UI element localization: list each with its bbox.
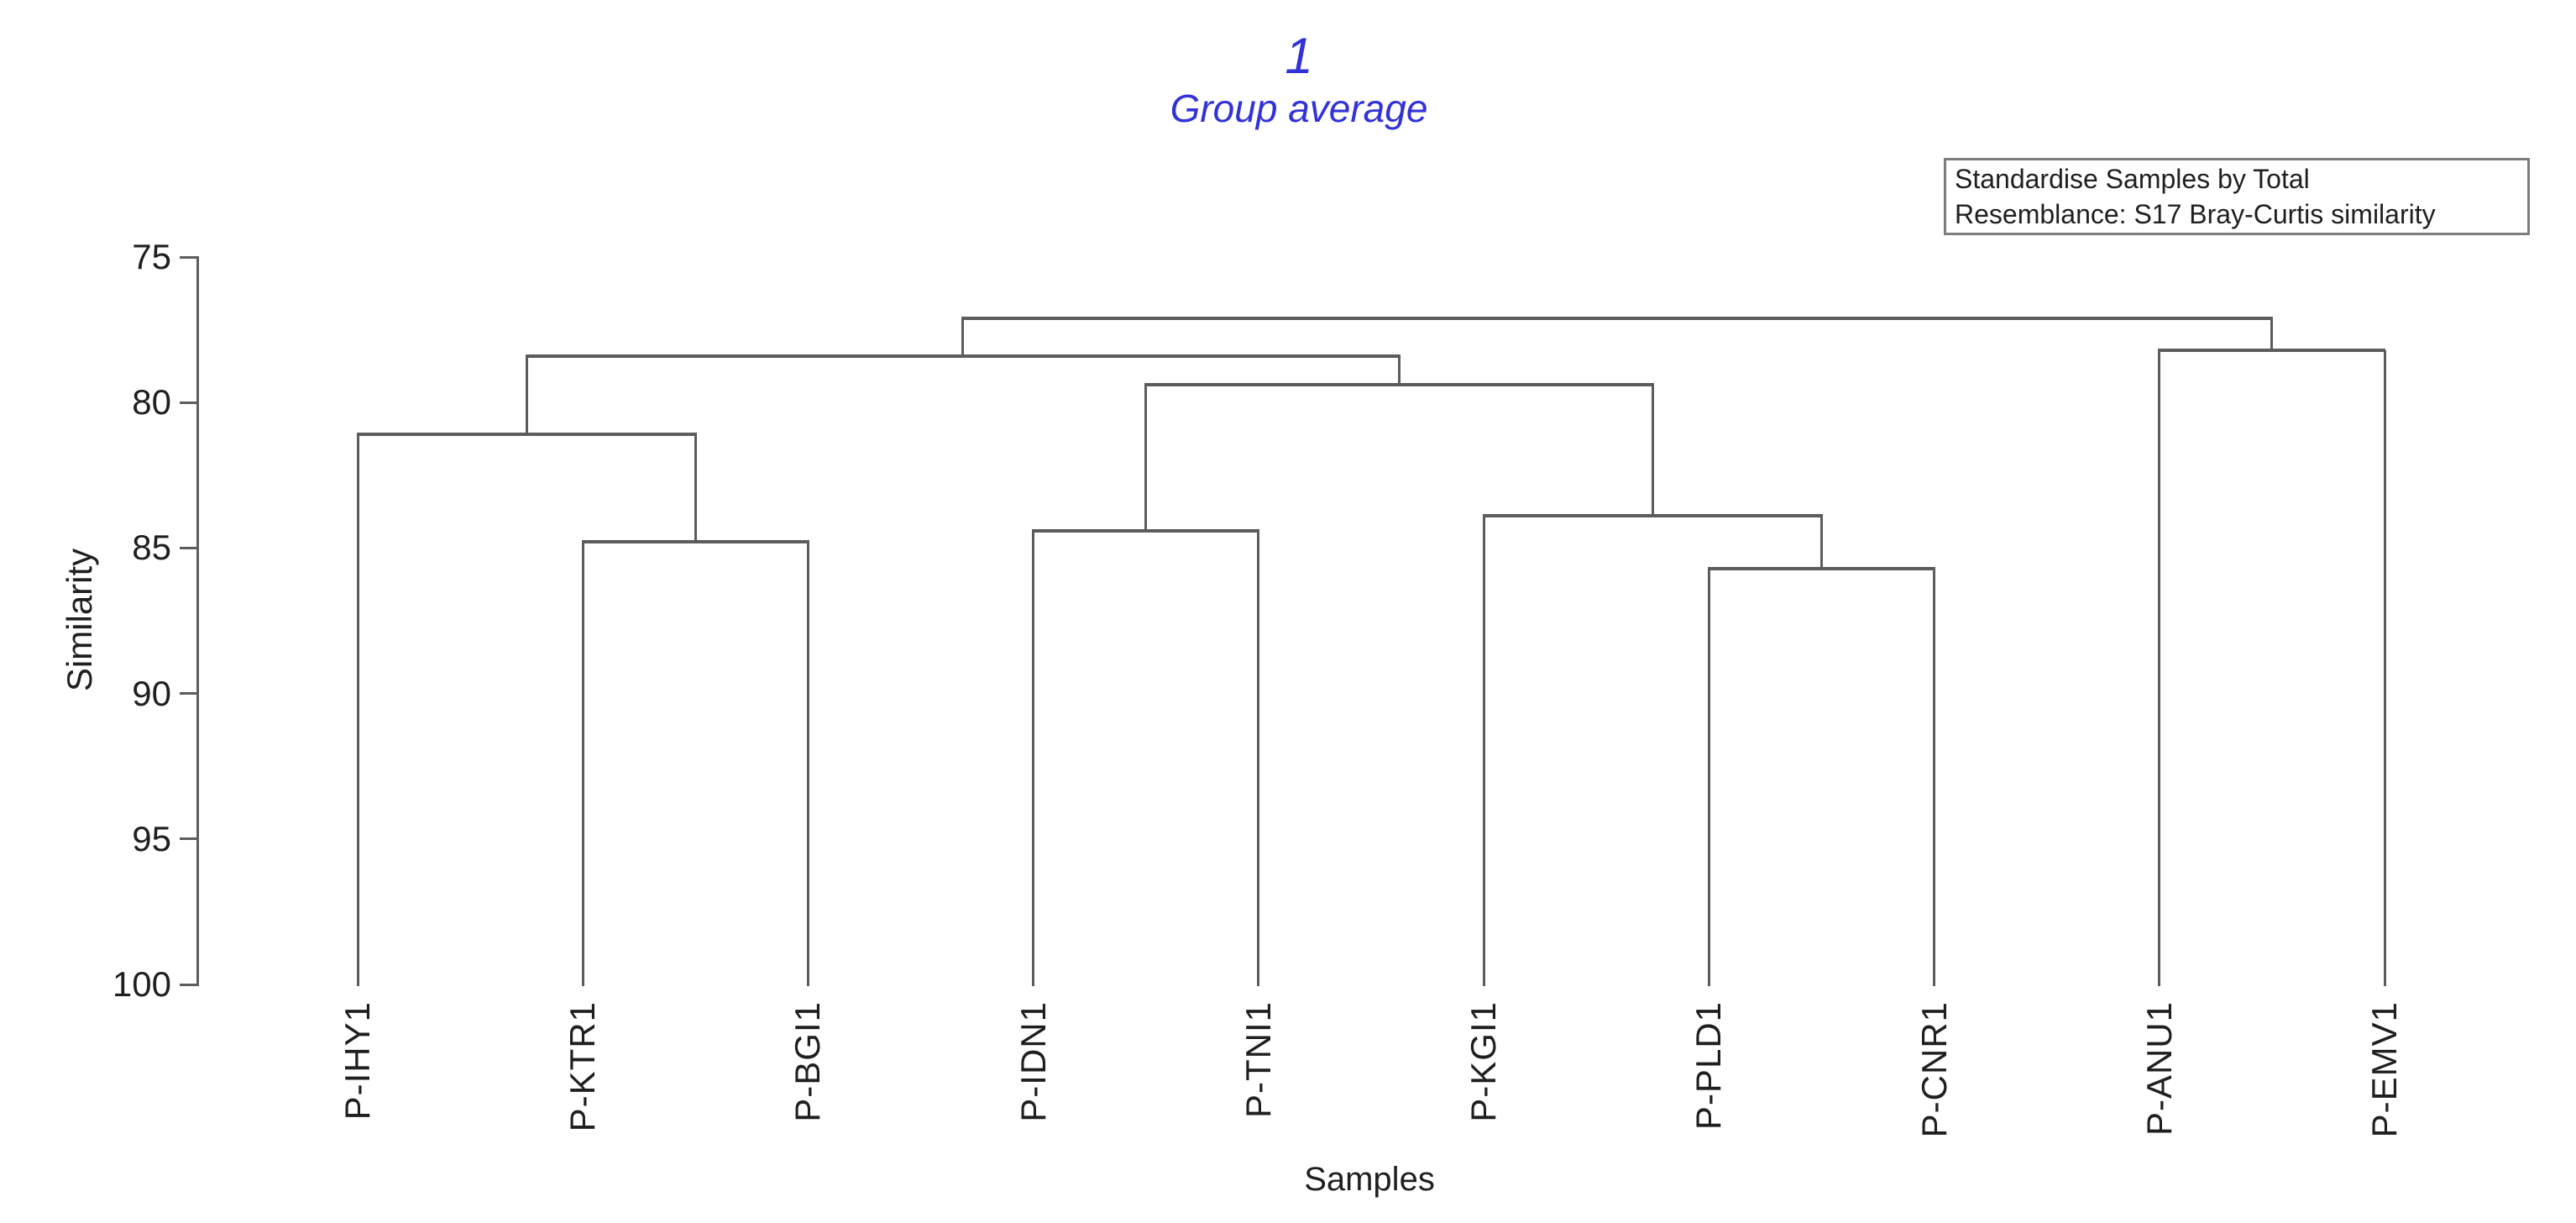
y-axis-tick [180, 983, 199, 986]
y-axis-tick [180, 401, 199, 404]
dendrogram-link-v [2158, 349, 2161, 986]
dendrogram-link-v [581, 542, 584, 986]
leaf-label: P-CNR1 [1914, 1001, 1954, 1138]
y-axis-tick-label: 90 [132, 673, 171, 713]
dendrogram-link-v [1398, 355, 1401, 387]
dendrogram-link-v [1933, 568, 1936, 986]
y-axis-tick [180, 692, 199, 695]
plot-title: 1 Group average [1170, 29, 1428, 133]
dendrogram-link-v [1144, 385, 1148, 533]
leaf-label: P-IHY1 [338, 1001, 377, 1121]
leaf-label: P-KTR1 [563, 1001, 603, 1132]
leaf-label: P-EMV1 [2364, 1001, 2404, 1138]
leaf-label: P-TNI1 [1238, 1001, 1278, 1119]
y-axis-tick [180, 837, 199, 841]
y-axis-tick-label: 75 [132, 237, 171, 276]
dendrogram-link-v [1651, 385, 1654, 518]
dendrogram-link-v [1707, 568, 1710, 986]
y-axis-tick-label: 85 [132, 528, 171, 568]
info-line-resemblance: Resemblance: S17 Bray-Curtis similarity [1955, 199, 2436, 229]
leaf-label: P-KGI1 [1463, 1001, 1504, 1122]
dendrogram-link-v [356, 434, 359, 986]
dendrogram-link-v [1819, 516, 1823, 570]
dendrogram-link-v [2270, 318, 2274, 352]
leaf-label: P-PLD1 [1689, 1001, 1729, 1131]
dendrogram-link-v [694, 434, 697, 544]
y-axis-tick [180, 546, 199, 549]
y-axis-tick [180, 255, 199, 259]
info-line-standardise: Standardise Samples by Total [1955, 164, 2310, 194]
leaf-label: P-IDN1 [1013, 1001, 1053, 1122]
y-axis-line [196, 257, 199, 985]
plot-title-number: 1 [1285, 28, 1313, 84]
plot-title-linkage: Group average [1170, 87, 1428, 130]
y-axis-tick-label: 80 [132, 382, 171, 423]
x-axis-title: Samples [1304, 1161, 1435, 1198]
dendrogram-link-v [525, 355, 528, 437]
dendrogram-link-v [2383, 349, 2386, 986]
dendrogram-link-h [961, 316, 2274, 320]
dendrogram-link-v [1257, 530, 1260, 986]
dendrogram-link-v [961, 318, 965, 358]
y-axis-tick-label: 95 [132, 818, 171, 858]
dendrogram-link-v [1482, 516, 1485, 986]
leaf-label: P-BGI1 [788, 1001, 828, 1122]
dendrogram-link-v [806, 542, 809, 986]
y-axis-tick-label: 100 [112, 964, 171, 1004]
leaf-label: P-ANU1 [2139, 1001, 2179, 1136]
analysis-info-box: Standardise Samples by Total Resemblance… [1944, 158, 2530, 235]
dendrogram-link-v [1032, 530, 1035, 986]
